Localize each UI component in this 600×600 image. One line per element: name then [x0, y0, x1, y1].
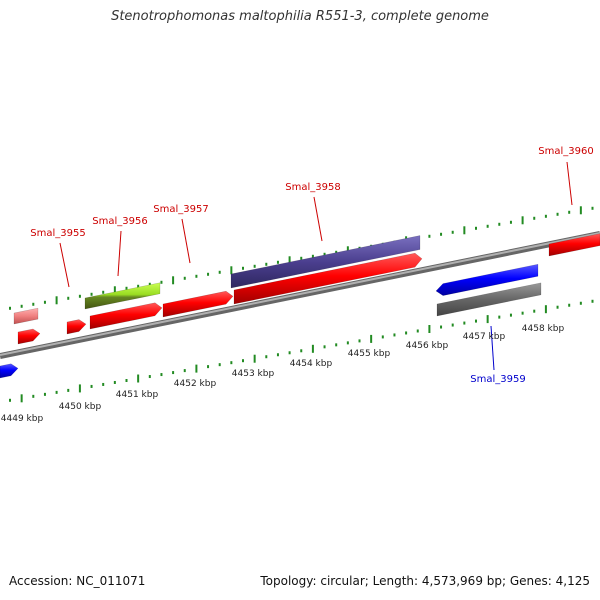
scale-label: 4451 kbp — [116, 390, 159, 400]
rna-feature[interactable] — [13, 307, 39, 325]
gene-label-smal-3960[interactable]: Smal_3960 — [538, 146, 593, 157]
gene-arrow-smal-3955[interactable] — [66, 319, 87, 335]
gene-arrow-smal-3958[interactable] — [233, 252, 423, 305]
gray-feature-smal-3959[interactable] — [436, 282, 542, 317]
gene-arrow-smal-3960[interactable] — [548, 233, 600, 257]
leader-line-smal-3960 — [566, 161, 573, 206]
upper-scale-ring — [9, 206, 594, 310]
scale-label: 4455 kbp — [348, 349, 391, 359]
scale-label: 4457 kbp — [463, 332, 506, 342]
scale-label: 4452 kbp — [174, 379, 217, 389]
leader-line-smal-3958 — [313, 196, 323, 242]
accession-text: Accession: NC_011071 — [9, 574, 146, 588]
scale-label: 4449 kbp — [1, 414, 44, 424]
genome-summary-text: Topology: circular; Length: 4,573,969 bp… — [260, 574, 590, 588]
gene-label-smal-3955[interactable]: Smal_3955 — [30, 228, 85, 239]
scale-label: 4453 kbp — [232, 369, 275, 379]
scale-label: 4456 kbp — [406, 341, 449, 351]
gene-label-smal-3957[interactable]: Smal_3957 — [153, 204, 208, 215]
gene-label-smal-3959[interactable]: Smal_3959 — [470, 374, 525, 385]
lower-scale-ring — [9, 299, 594, 403]
gene-arrow[interactable] — [17, 328, 41, 345]
gene-arrow-reverse-edge[interactable] — [0, 363, 19, 379]
leader-line-smal-3956 — [117, 230, 122, 277]
scale-label: 4450 kbp — [59, 402, 102, 412]
leader-line-smal-3955 — [59, 242, 70, 288]
leader-line-smal-3957 — [181, 218, 191, 264]
purple-feature-smal-3958[interactable] — [230, 235, 421, 289]
map-title: Stenotrophomonas maltophilia R551-3, com… — [111, 9, 489, 24]
gene-arrow-smal-3957[interactable] — [162, 290, 234, 318]
gene-arrow-smal-3956[interactable] — [89, 302, 163, 330]
gene-label-smal-3958[interactable]: Smal_3958 — [285, 182, 340, 193]
leader-line-smal-3959 — [490, 325, 495, 371]
scale-label: 4454 kbp — [290, 359, 333, 369]
lime-feature-smal-3956[interactable] — [84, 282, 161, 310]
gene-arrow-smal-3959[interactable] — [435, 263, 539, 296]
scale-label: 4458 kbp — [522, 324, 565, 334]
genome-backbone-highlight — [0, 232, 600, 356]
gene-label-smal-3956[interactable]: Smal_3956 — [92, 216, 147, 227]
